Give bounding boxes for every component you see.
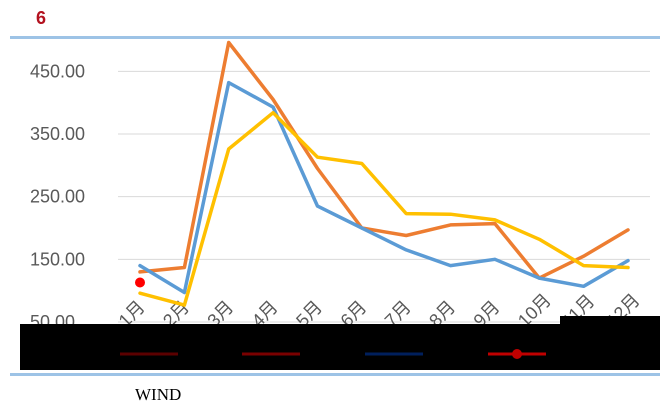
legend-redaction-notch bbox=[560, 316, 660, 326]
legend bbox=[20, 324, 660, 370]
figure-number: 6 bbox=[36, 8, 47, 28]
y-tick-label: 250.00 bbox=[30, 187, 85, 207]
series-line bbox=[138, 40, 630, 280]
series-markers bbox=[135, 277, 145, 288]
y-tick-label: 350.00 bbox=[30, 124, 85, 144]
legend-swatch-marker bbox=[512, 349, 522, 359]
y-tick-label: 450.00 bbox=[30, 61, 85, 81]
bottom-divider bbox=[10, 373, 660, 376]
y-tick-label: 150.00 bbox=[30, 249, 85, 269]
data-point-marker bbox=[135, 277, 145, 288]
series-line bbox=[138, 110, 630, 307]
legend-swatches bbox=[120, 349, 546, 359]
gridlines bbox=[118, 70, 650, 323]
source-label: WIND bbox=[135, 385, 182, 404]
series-line bbox=[138, 80, 630, 295]
top-divider bbox=[10, 36, 660, 39]
series-lines bbox=[138, 40, 630, 307]
